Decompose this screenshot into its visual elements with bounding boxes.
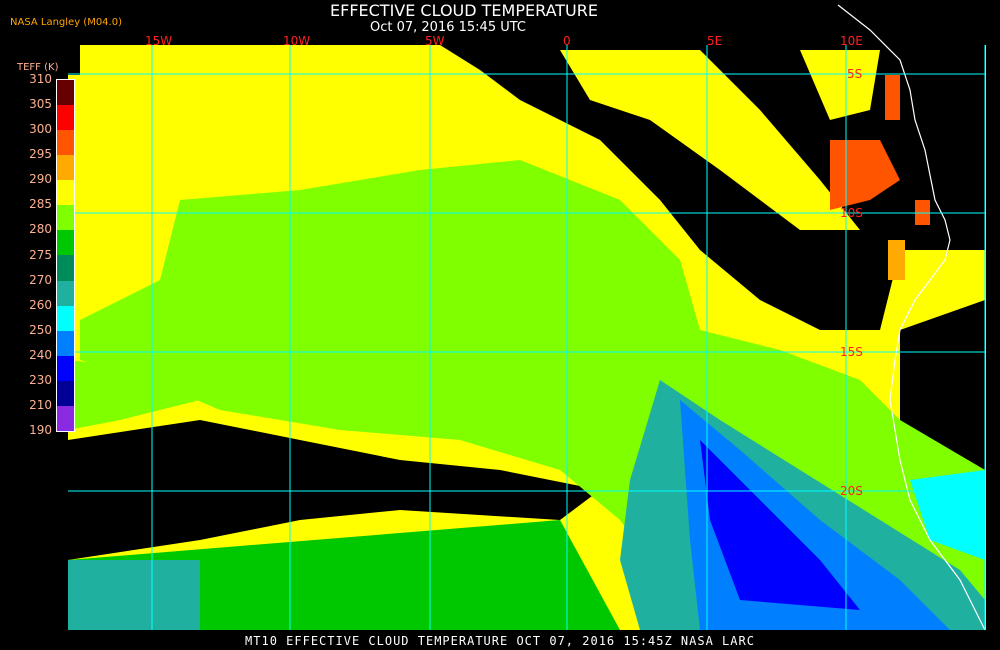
color-scale-label: 250 bbox=[29, 322, 52, 337]
map-timestamp: Oct 07, 2016 15:45 UTC bbox=[370, 20, 526, 35]
lon-label: 0 bbox=[563, 34, 571, 48]
lon-label: 10E bbox=[840, 34, 863, 48]
color-scale-segment bbox=[57, 380, 74, 406]
lat-label: 10S bbox=[840, 206, 863, 220]
color-scale-segment bbox=[57, 205, 74, 231]
color-scale-label: 305 bbox=[29, 97, 52, 112]
color-scale-segment bbox=[57, 330, 74, 356]
map-title: EFFECTIVE CLOUD TEMPERATURE bbox=[330, 1, 598, 20]
color-scale-label: 260 bbox=[29, 297, 52, 312]
lat-lon-grid bbox=[68, 45, 986, 630]
clear-sky-region bbox=[440, 45, 985, 330]
color-scale-label: 230 bbox=[29, 372, 52, 387]
legend-title: TEFF (K) bbox=[17, 62, 59, 73]
color-scale-segment bbox=[57, 305, 74, 331]
color-scale-segment bbox=[57, 155, 74, 181]
lon-label: 5W bbox=[425, 34, 445, 48]
color-scale-label: 275 bbox=[29, 247, 52, 262]
color-scale-segment bbox=[57, 230, 74, 256]
color-scale-segment bbox=[57, 105, 74, 131]
lat-label: 20S bbox=[840, 484, 863, 498]
color-scale-label: 295 bbox=[29, 147, 52, 162]
color-scale-label: 300 bbox=[29, 122, 52, 137]
color-scale-segment bbox=[57, 255, 74, 281]
color-scale-label: 285 bbox=[29, 197, 52, 212]
lon-label: 15W bbox=[145, 34, 173, 48]
color-scale-label: 240 bbox=[29, 347, 52, 362]
color-scale-segment bbox=[57, 80, 74, 106]
lon-label: 10W bbox=[283, 34, 311, 48]
color-scale-bar bbox=[56, 79, 75, 432]
color-scale-label: 270 bbox=[29, 272, 52, 287]
lat-label: 15S bbox=[840, 345, 863, 359]
color-scale-segment bbox=[57, 130, 74, 156]
color-scale-label: 210 bbox=[29, 397, 52, 412]
color-scale-segment bbox=[57, 180, 74, 206]
color-scale-segment bbox=[57, 280, 74, 306]
color-scale-segment bbox=[57, 405, 74, 431]
color-scale-label: 310 bbox=[29, 72, 52, 86]
credit-label: NASA Langley (M04.0) bbox=[10, 17, 122, 28]
color-scale-segment bbox=[57, 355, 74, 381]
color-scale-label: 280 bbox=[29, 222, 52, 237]
color-scale-label: 190 bbox=[29, 423, 52, 437]
warm-cloud-patch bbox=[830, 140, 900, 210]
lat-label: 5S bbox=[847, 67, 863, 81]
footer-caption: MT10 EFFECTIVE CLOUD TEMPERATURE OCT 07,… bbox=[245, 634, 755, 648]
color-scale-label: 290 bbox=[29, 172, 52, 187]
lon-label: 5E bbox=[707, 34, 723, 48]
coastline bbox=[837, 4, 986, 631]
